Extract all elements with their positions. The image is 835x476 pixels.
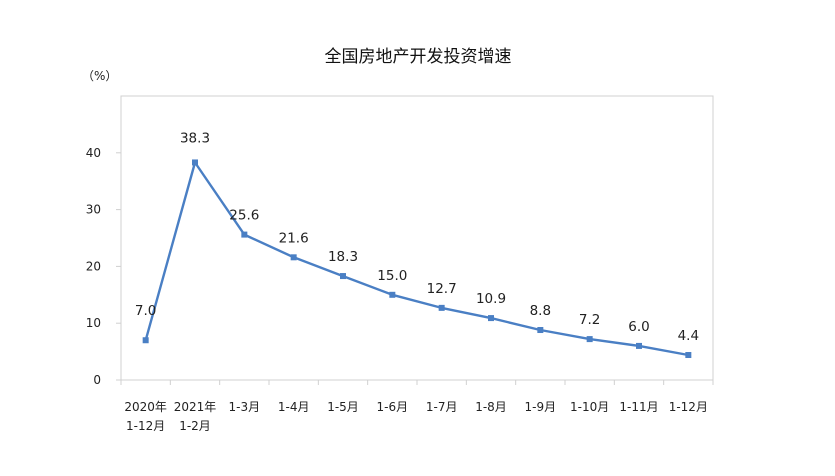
- data-label: 38.3: [180, 130, 210, 146]
- data-point: [636, 342, 642, 349]
- data-point: [488, 315, 494, 322]
- data-label-group: 7.0 38.3 25.6 21.6 18.3 15.0 12.7 10.9 8.8 7.2 6.0…: [135, 130, 699, 344]
- x-tick-label: 2021年 1-2月: [174, 400, 217, 433]
- x-tick-label-line: 1-2月: [179, 419, 211, 433]
- y-tick-label: 40: [86, 146, 101, 160]
- data-label: 21.6: [279, 230, 309, 246]
- data-point: [586, 336, 593, 343]
- x-tick-label: 1-5月: [327, 400, 359, 414]
- x-tick-label: 1-12月: [669, 400, 708, 414]
- x-tick-label-line: 2021年: [174, 400, 217, 414]
- x-tick-label-line: 1-3月: [229, 400, 261, 414]
- x-tick-label-line: 1-12月: [669, 400, 708, 414]
- data-point: [389, 291, 396, 298]
- x-tick-label: 1-10月: [570, 400, 609, 414]
- x-tick-label-line: 1-9月: [525, 400, 557, 414]
- y-tick-label: 20: [86, 259, 101, 273]
- x-tick-label: 1-11月: [619, 400, 658, 414]
- x-tick-label: 1-6月: [377, 400, 409, 414]
- data-label: 7.0: [135, 303, 156, 319]
- x-tick-label: 2020年 1-12月: [124, 400, 167, 433]
- x-tick-label: 1-8月: [475, 400, 507, 414]
- data-point: [685, 352, 692, 359]
- data-label: 8.8: [530, 303, 551, 319]
- data-point: [537, 327, 544, 334]
- data-point: [340, 273, 346, 280]
- y-tick-label: 10: [86, 316, 101, 330]
- x-tick-label-line: 1-12月: [126, 419, 165, 433]
- y-tick-label: 30: [86, 203, 101, 217]
- x-tick-label-line: 1-5月: [327, 400, 359, 414]
- data-label: 18.3: [328, 249, 358, 265]
- data-point: [290, 254, 297, 261]
- x-axis: 2020年 1-12月 2021年 1-2月 1-3月 1-4月 1-5月 1-6月 1-7月 1…: [120, 380, 714, 433]
- data-point: [438, 304, 445, 311]
- data-label: 4.4: [678, 328, 699, 344]
- x-tick-label: 1-4月: [278, 400, 310, 414]
- chart-title: 全国房地产开发投资增速: [325, 47, 512, 67]
- x-tick-label-line: 1-4月: [278, 400, 310, 414]
- data-point: [142, 337, 149, 344]
- x-tick-label-line: 1-10月: [570, 400, 609, 414]
- data-point: [241, 231, 248, 238]
- data-label: 7.2: [579, 312, 600, 328]
- data-label: 10.9: [476, 291, 506, 307]
- x-tick-label-line: 1-8月: [475, 400, 507, 414]
- x-tick-label: 1-3月: [229, 400, 261, 414]
- x-tick-label: 1-9月: [525, 400, 557, 414]
- x-tick-label-line: 2020年: [124, 400, 167, 414]
- data-label: 15.0: [377, 268, 407, 284]
- series-line: [144, 161, 689, 357]
- y-tick-label: 0: [93, 373, 101, 387]
- x-tick-label: 1-7月: [426, 400, 458, 414]
- data-label: 25.6: [229, 208, 259, 224]
- data-label: 6.0: [628, 319, 649, 335]
- data-point: [192, 159, 198, 166]
- y-axis-unit-label: （%）: [82, 69, 117, 83]
- data-label: 12.7: [427, 281, 457, 297]
- y-axis: 0 10 20 30 40: [86, 146, 121, 387]
- x-tick-label-line: 1-7月: [426, 400, 458, 414]
- x-tick-label-line: 1-6月: [377, 400, 409, 414]
- x-tick-label-line: 1-11月: [619, 400, 658, 414]
- series-line-group: [142, 159, 692, 359]
